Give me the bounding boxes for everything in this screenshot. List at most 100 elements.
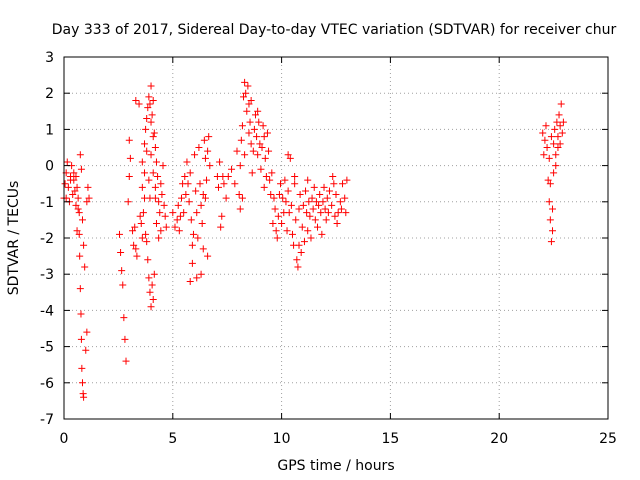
data-point <box>194 234 202 242</box>
data-point <box>545 198 553 206</box>
data-point <box>77 310 85 318</box>
data-point <box>297 248 305 256</box>
data-point <box>142 230 150 238</box>
data-point <box>253 133 261 141</box>
data-point <box>309 205 317 213</box>
data-point <box>551 125 559 133</box>
axis-ticks <box>63 56 609 420</box>
data-point <box>147 303 155 311</box>
data-point <box>200 136 208 144</box>
data-point <box>552 162 560 170</box>
data-point <box>245 100 253 108</box>
data-point <box>240 93 248 101</box>
data-point <box>547 238 555 246</box>
data-point <box>201 154 209 162</box>
data-point <box>318 230 326 238</box>
data-point <box>146 100 154 108</box>
data-point <box>246 118 254 126</box>
data-point <box>559 118 567 126</box>
data-point <box>545 154 553 162</box>
data-point <box>322 216 330 224</box>
data-point <box>291 180 299 188</box>
data-point <box>233 147 241 155</box>
data-point <box>541 136 549 144</box>
data-point <box>201 194 209 202</box>
data-point <box>303 209 311 217</box>
data-point <box>144 104 152 112</box>
data-point <box>132 245 140 253</box>
data-point <box>195 144 203 151</box>
data-point <box>188 241 196 249</box>
data-point <box>144 256 152 264</box>
y-tick-label: -3 <box>40 267 54 283</box>
data-point <box>556 140 564 148</box>
data-point <box>342 209 350 217</box>
data-point <box>320 183 328 191</box>
data-point <box>78 216 86 224</box>
data-point <box>147 118 155 126</box>
data-point <box>175 227 183 235</box>
data-point <box>148 111 156 119</box>
data-point <box>321 205 329 213</box>
data-point <box>333 220 341 228</box>
data-point <box>64 183 72 191</box>
data-point <box>149 96 157 104</box>
data-point <box>138 183 146 191</box>
data-point <box>75 230 83 238</box>
data-point <box>306 212 314 220</box>
data-point <box>143 238 151 246</box>
data-point <box>238 194 246 202</box>
data-point <box>283 227 291 235</box>
data-point <box>155 198 163 206</box>
data-point <box>146 288 154 296</box>
data-point <box>316 191 324 199</box>
data-point <box>203 176 211 184</box>
data-point <box>76 252 84 260</box>
data-point <box>157 180 165 188</box>
data-point <box>82 346 90 354</box>
data-point <box>171 223 179 231</box>
data-point <box>130 241 138 249</box>
data-point <box>70 169 78 177</box>
data-point <box>282 198 290 206</box>
y-tick-label: -4 <box>40 303 54 319</box>
grid-lines <box>64 57 608 419</box>
data-point <box>217 223 225 231</box>
data-point <box>147 82 155 90</box>
y-tick-label: -2 <box>40 231 54 247</box>
data-point <box>76 151 84 159</box>
y-tick-label: -5 <box>40 340 54 356</box>
x-tick-label: 20 <box>490 431 508 447</box>
data-point <box>117 248 125 256</box>
data-point <box>121 335 129 343</box>
x-axis-label: GPS time / hours <box>277 458 394 474</box>
data-point <box>161 212 169 220</box>
data-point <box>247 96 255 104</box>
data-point <box>204 252 212 260</box>
data-point <box>557 100 565 108</box>
data-point <box>299 201 307 209</box>
data-point <box>73 183 81 191</box>
chart-title: Day 333 of 2017, Sidereal Day-to-day VTE… <box>52 22 617 38</box>
data-point <box>294 263 302 271</box>
data-point <box>236 205 244 213</box>
data-point <box>72 201 80 209</box>
data-point <box>250 125 258 133</box>
data-point <box>143 147 151 155</box>
data-point <box>176 212 184 220</box>
data-point <box>133 252 141 260</box>
data-point <box>126 154 134 162</box>
data-point <box>300 238 308 246</box>
data-point <box>222 194 230 202</box>
data-point <box>281 176 289 184</box>
data-point <box>261 154 269 162</box>
data-point <box>196 180 204 188</box>
data-point <box>157 227 165 235</box>
data-point <box>83 328 91 336</box>
data-point <box>151 183 159 191</box>
data-point <box>257 165 265 173</box>
data-point <box>286 154 294 162</box>
data-point <box>84 183 92 191</box>
data-point <box>75 209 83 217</box>
data-point <box>304 176 312 184</box>
